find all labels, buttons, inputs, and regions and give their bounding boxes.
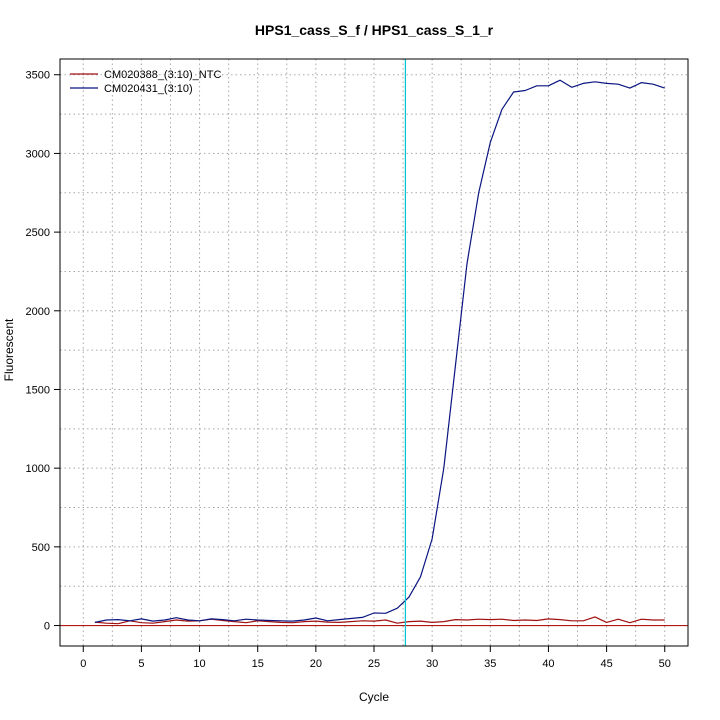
legend-label-1: CM020388_(3:10)_NTC xyxy=(104,69,221,81)
x-tick-label: 45 xyxy=(600,658,612,670)
series-line-1 xyxy=(94,616,665,625)
reference-lines xyxy=(60,59,688,646)
y-tick-label: 1000 xyxy=(26,463,50,475)
x-tick-label: 20 xyxy=(310,658,322,670)
y-axis-label: Fluorescent xyxy=(2,318,16,381)
x-tick-label: 50 xyxy=(659,658,671,670)
y-tick-label: 0 xyxy=(44,621,50,633)
x-axis-ticks: 0 5 10 15 20 25 30 35 40 45 50 xyxy=(80,646,671,670)
x-tick-label: 0 xyxy=(80,658,86,670)
series-line-2 xyxy=(94,79,665,623)
x-tick-label: 15 xyxy=(252,658,264,670)
y-tick-label: 3500 xyxy=(26,70,50,82)
y-tick-label: 2000 xyxy=(26,306,50,318)
x-tick-label: 5 xyxy=(138,658,144,670)
grid xyxy=(60,59,688,646)
series-lines xyxy=(94,79,665,625)
x-tick-label: 25 xyxy=(368,658,380,670)
y-axis-ticks: 0 500 1000 1500 2000 2500 3000 3500 xyxy=(26,70,60,633)
y-tick-label: 500 xyxy=(32,542,50,554)
x-axis-label: Cycle xyxy=(359,690,389,704)
y-tick-label: 1500 xyxy=(26,384,50,396)
legend-label-2: CM020431_(3:10) xyxy=(104,83,193,95)
y-tick-label: 2500 xyxy=(26,227,50,239)
y-tick-label: 3000 xyxy=(26,148,50,160)
x-tick-label: 10 xyxy=(193,658,205,670)
x-tick-label: 30 xyxy=(426,658,438,670)
chart-title: HPS1_cass_S_f / HPS1_cass_S_1_r xyxy=(255,22,494,38)
legend: CM020388_(3:10)_NTC CM020431_(3:10) xyxy=(70,69,221,95)
x-tick-label: 40 xyxy=(542,658,554,670)
x-tick-label: 35 xyxy=(484,658,496,670)
